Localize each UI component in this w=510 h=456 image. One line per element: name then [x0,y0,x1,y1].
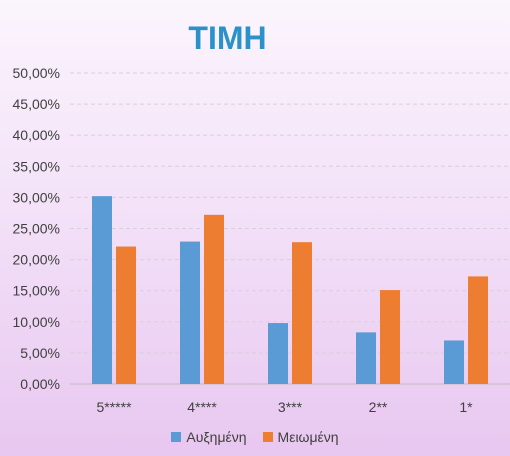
x-tick-label: 5***** [96,399,132,415]
bar-decreased [204,214,224,384]
bar-increased [356,332,376,384]
y-tick-label: 15,00% [13,283,60,299]
bar-increased [268,323,288,384]
bar-decreased [292,242,312,384]
legend: Αυξημένη Μειωμένη [0,429,510,445]
y-tick-label: 45,00% [13,96,60,112]
y-tick-label: 25,00% [13,221,60,237]
x-tick-label: 2** [369,399,388,415]
legend-label-increased: Αυξημένη [186,429,247,445]
x-tick-label: 4**** [187,399,217,415]
y-tick-label: 35,00% [13,158,60,174]
y-tick-label: 5,00% [20,345,60,361]
y-tick-label: 10,00% [13,314,60,330]
bar-increased [92,196,112,384]
y-tick-label: 30,00% [13,189,60,205]
bar-increased [180,241,200,384]
legend-item-decreased: Μειωμένη [262,429,339,445]
legend-swatch-decreased [262,432,273,442]
bar-decreased [468,276,488,384]
y-tick-label: 0,00% [20,376,60,392]
x-tick-label: 1* [459,399,473,415]
bar-decreased [380,290,400,384]
legend-swatch-increased [171,432,182,442]
y-tick-label: 50,00% [13,65,60,81]
legend-label-decreased: Μειωμένη [277,429,339,445]
legend-item-increased: Αυξημένη [171,429,247,445]
bar-increased [444,340,464,384]
x-tick-label: 3*** [278,399,303,415]
chart-title: ΤΙΜΗ [188,20,267,56]
y-tick-label: 40,00% [13,127,60,143]
y-tick-label: 20,00% [13,252,60,268]
bar-decreased [116,246,136,384]
